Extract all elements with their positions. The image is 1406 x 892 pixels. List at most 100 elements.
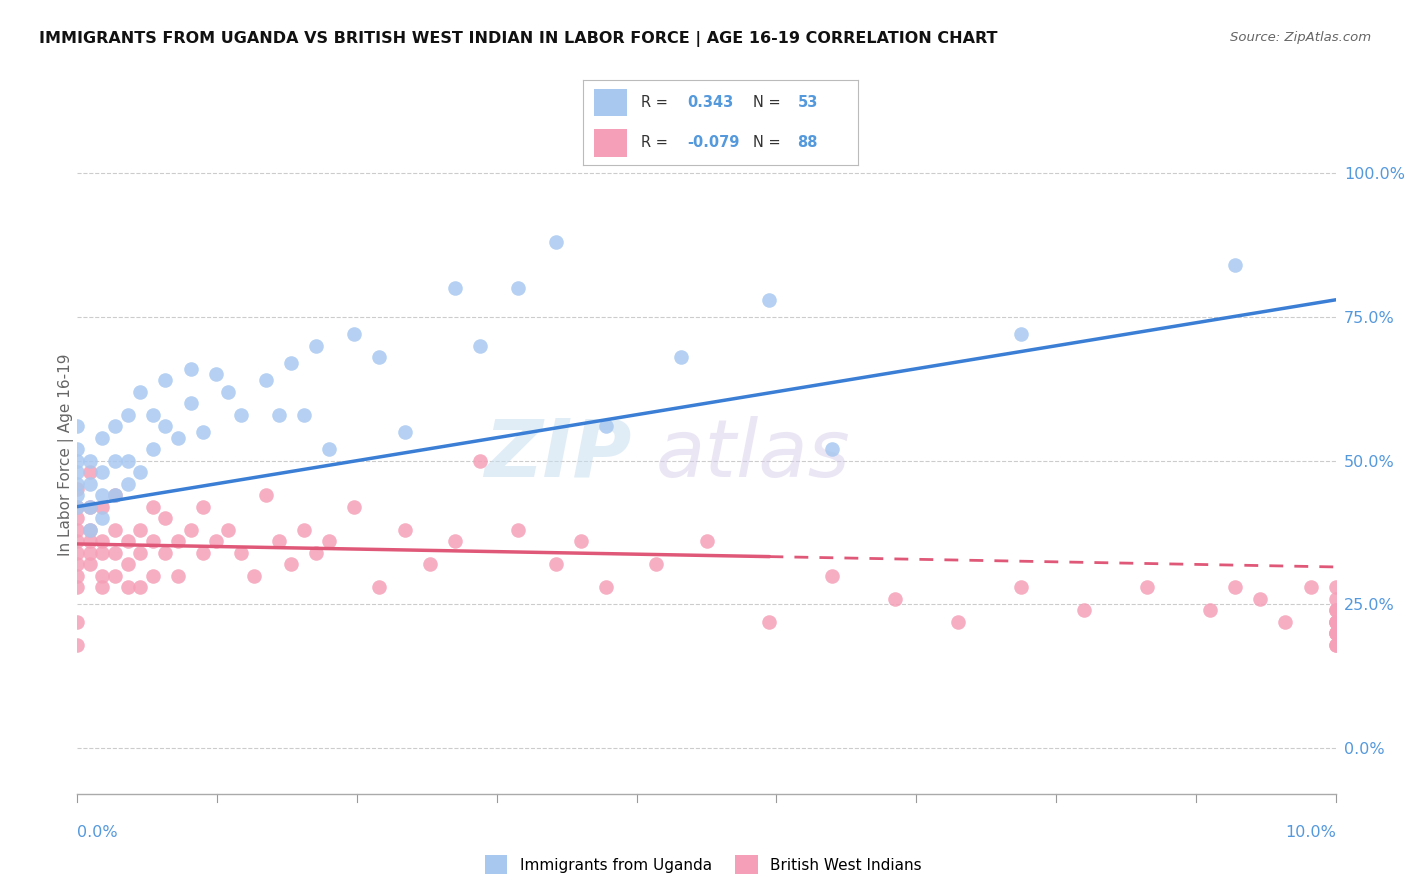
Point	[1324, 626, 1347, 640]
Text: IMMIGRANTS FROM UGANDA VS BRITISH WEST INDIAN IN LABOR FORCE | AGE 16-19 CORRELA: IMMIGRANTS FROM UGANDA VS BRITISH WEST I…	[39, 31, 998, 47]
Point	[394, 523, 416, 537]
Text: 0.343: 0.343	[688, 95, 734, 110]
Point	[821, 442, 844, 457]
Point	[305, 339, 328, 353]
Point	[468, 453, 491, 467]
Bar	[595, 89, 627, 116]
Point	[79, 500, 101, 514]
Point	[468, 339, 491, 353]
Point	[91, 545, 114, 559]
Point	[758, 293, 780, 307]
Point	[318, 534, 340, 549]
Point	[595, 419, 617, 434]
Point	[204, 534, 226, 549]
Point	[1010, 580, 1032, 594]
Point	[1136, 580, 1159, 594]
Point	[1324, 615, 1347, 629]
Point	[155, 545, 177, 559]
Point	[343, 327, 366, 342]
Point	[506, 281, 529, 295]
Point	[645, 557, 668, 571]
Point	[758, 615, 780, 629]
Point	[142, 534, 165, 549]
Point	[1010, 327, 1032, 342]
Point	[1249, 591, 1271, 606]
Point	[66, 557, 89, 571]
Point	[79, 534, 101, 549]
Point	[948, 615, 970, 629]
Point	[66, 523, 89, 537]
Point	[142, 500, 165, 514]
Point	[167, 534, 190, 549]
Point	[1324, 638, 1347, 652]
Point	[1274, 615, 1296, 629]
Point	[217, 384, 239, 399]
Point	[229, 408, 252, 422]
Point	[167, 431, 190, 445]
Point	[1073, 603, 1095, 617]
Point	[1324, 603, 1347, 617]
Text: N =: N =	[754, 95, 782, 110]
Point	[343, 500, 366, 514]
Point	[66, 483, 89, 497]
Point	[66, 511, 89, 525]
Point	[1324, 615, 1347, 629]
Text: R =: R =	[641, 95, 668, 110]
Point	[368, 580, 391, 594]
Point	[79, 557, 101, 571]
Point	[104, 523, 127, 537]
Point	[821, 568, 844, 582]
Y-axis label: In Labor Force | Age 16-19: In Labor Force | Age 16-19	[58, 353, 75, 557]
Point	[66, 419, 89, 434]
Point	[506, 523, 529, 537]
Point	[66, 500, 89, 514]
Point	[191, 500, 215, 514]
Point	[242, 568, 264, 582]
Point	[544, 557, 567, 571]
Point	[66, 442, 89, 457]
Point	[117, 453, 139, 467]
Point	[66, 638, 89, 652]
Text: 0.0%: 0.0%	[77, 825, 118, 840]
Text: 88: 88	[797, 136, 818, 151]
Point	[1324, 603, 1347, 617]
Point	[91, 488, 114, 502]
Point	[79, 500, 101, 514]
Point	[117, 580, 139, 594]
Point	[91, 511, 114, 525]
Point	[66, 500, 89, 514]
Point	[368, 351, 391, 365]
Point	[117, 476, 139, 491]
Point	[117, 557, 139, 571]
Point	[292, 523, 315, 537]
Point	[91, 534, 114, 549]
Point	[1324, 626, 1347, 640]
Point	[104, 488, 127, 502]
Point	[79, 523, 101, 537]
Point	[569, 534, 592, 549]
Point	[180, 523, 202, 537]
Point	[671, 351, 693, 365]
Point	[91, 580, 114, 594]
Point	[1199, 603, 1222, 617]
Point	[66, 534, 89, 549]
Point	[544, 235, 567, 250]
Point	[79, 545, 101, 559]
Text: -0.079: -0.079	[688, 136, 740, 151]
Point	[66, 615, 89, 629]
Point	[254, 488, 277, 502]
Point	[91, 431, 114, 445]
Point	[91, 465, 114, 479]
Point	[79, 453, 101, 467]
Text: atlas: atlas	[657, 416, 851, 494]
Point	[66, 568, 89, 582]
Point	[79, 465, 101, 479]
Point	[129, 523, 152, 537]
Point	[104, 568, 127, 582]
Point	[267, 534, 290, 549]
Point	[104, 488, 127, 502]
Point	[180, 396, 202, 410]
Point	[444, 534, 467, 549]
Point	[305, 545, 328, 559]
Point	[155, 511, 177, 525]
